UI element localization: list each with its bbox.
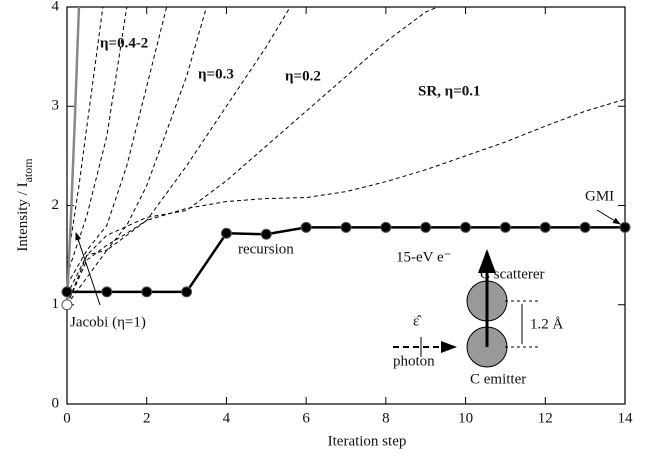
line [66, 6, 291, 305]
point [181, 286, 193, 298]
annotation: 15-eV e⁻ [396, 249, 452, 265]
point [499, 221, 511, 233]
annotation: Jacobi (η=1) [70, 314, 146, 330]
point [340, 221, 352, 233]
point [539, 221, 551, 233]
annotation: GMI [585, 188, 614, 204]
y-tick-label: 0 [52, 395, 60, 411]
point [619, 221, 631, 233]
y-tick-label: 1 [52, 296, 60, 312]
point [61, 299, 73, 311]
y-axis-label: Intensity / Iatom [15, 158, 34, 252]
point [460, 221, 472, 233]
point [220, 227, 232, 239]
annotation: η=0.3 [198, 66, 234, 82]
x-tick-label: 14 [618, 410, 634, 426]
x-tick-label: 10 [458, 410, 473, 426]
line [66, 6, 104, 266]
y-tick-label: 2 [52, 197, 60, 213]
annotation: ε̂ [413, 313, 422, 329]
plot-frame [66, 6, 626, 405]
x-tick-label: 0 [63, 410, 71, 426]
point [380, 221, 392, 233]
point [579, 221, 591, 233]
point [260, 228, 272, 240]
x-tick-label: 12 [538, 410, 553, 426]
pointer [596, 209, 621, 225]
line [66, 6, 207, 296]
point [420, 221, 432, 233]
x-axis-label: Iteration step [328, 433, 407, 449]
annotation: SR, η=0.1 [418, 83, 481, 99]
annotation: η=0.2 [285, 68, 321, 84]
x-tick-label: 4 [223, 410, 231, 426]
point [61, 286, 73, 298]
point [141, 286, 153, 298]
x-tick-label: 6 [302, 410, 310, 426]
inset [393, 249, 538, 368]
y-tick-label: 4 [52, 0, 60, 14]
point [300, 221, 312, 233]
x-tick-label: 8 [382, 410, 390, 426]
annotation: 1.2 Å [530, 316, 564, 332]
line [66, 6, 438, 305]
annotation: recursion [238, 241, 294, 257]
point [101, 286, 113, 298]
annotation: photon [393, 353, 435, 369]
annotation: C emitter [470, 371, 526, 387]
x-tick-label: 2 [143, 410, 151, 426]
annotation: C scatterer [480, 266, 545, 282]
line [65, 6, 81, 305]
annotation: η=0.4-2 [100, 35, 148, 51]
y-tick-label: 3 [52, 98, 60, 114]
line [66, 6, 128, 276]
